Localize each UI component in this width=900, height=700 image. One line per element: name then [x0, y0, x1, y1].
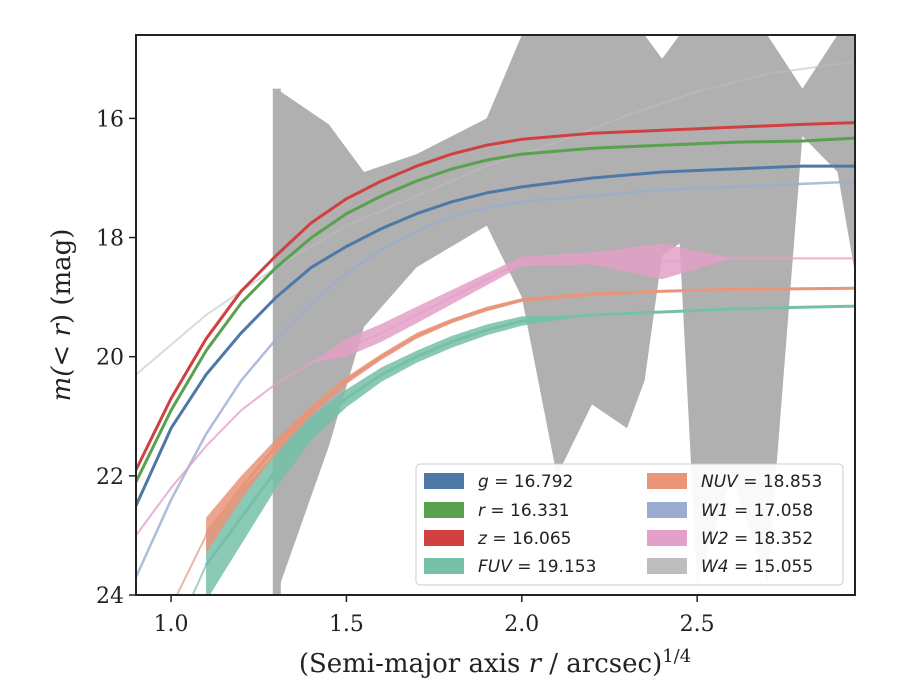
legend-swatch-nuv	[647, 473, 687, 489]
y-tick-label: 22	[96, 465, 124, 490]
legend-label-w2: W2 = 18.352	[701, 529, 813, 549]
x-tick-label: 2.0	[504, 612, 539, 637]
line-fuv-extrapolated	[191, 564, 208, 595]
y-axis-label: m(< r) (mag)	[47, 229, 77, 402]
legend-swatch-z	[424, 530, 464, 546]
legend-label-w1: W1 = 17.058	[701, 501, 813, 521]
legend-swatch-g	[424, 473, 464, 489]
line-z	[136, 121, 855, 471]
y-tick-label: 18	[96, 227, 124, 252]
line-r	[136, 136, 855, 483]
legend-swatch-w1	[647, 502, 687, 518]
x-tick-label: 1.0	[154, 612, 189, 637]
legend-label-g: g = 16.792	[478, 472, 573, 492]
x-axis-label: (Semi-major axis r / arcsec)1/4	[299, 646, 691, 679]
line-nuv-extrapolated	[175, 534, 207, 595]
legend-swatch-w4	[647, 558, 687, 574]
line-fuv	[204, 304, 855, 567]
w4-uncertainty-band	[276, 35, 855, 595]
x-tick-label: 2.5	[680, 612, 715, 637]
legend-label-z: z = 16.065	[477, 529, 571, 549]
y-tick-label: 24	[96, 584, 124, 609]
legend-swatch-r	[424, 502, 464, 518]
y-tick-label: 20	[96, 346, 124, 371]
legend-box	[415, 463, 844, 586]
line-w4	[136, 60, 855, 376]
legend-swatch-fuv	[424, 558, 464, 574]
line-nuv	[204, 286, 855, 537]
legend-label-nuv: NUV = 18.853	[701, 472, 822, 492]
line-w1	[136, 180, 855, 578]
x-tick-label: 1.5	[329, 612, 364, 637]
legend: g = 16.792 NUV = 18.853 r = 16.331 W1 = 17.…	[415, 463, 844, 586]
legend-swatch-w2	[647, 530, 687, 546]
y-axis: 16 18 20 22 24	[96, 107, 136, 609]
line-w2	[136, 257, 855, 536]
plot-frame	[135, 34, 856, 596]
legend-label-w4: W4 = 15.055	[701, 557, 813, 577]
band-fuv	[206, 306, 855, 595]
line-g	[136, 164, 855, 507]
y-tick-label: 16	[96, 107, 124, 132]
x-axis: 1.0 1.5 2.0 2.5	[154, 595, 715, 637]
plot-area	[136, 35, 855, 595]
legend-label-fuv: FUV = 19.153	[478, 557, 596, 577]
legend-label-r: r = 16.331	[478, 501, 570, 521]
